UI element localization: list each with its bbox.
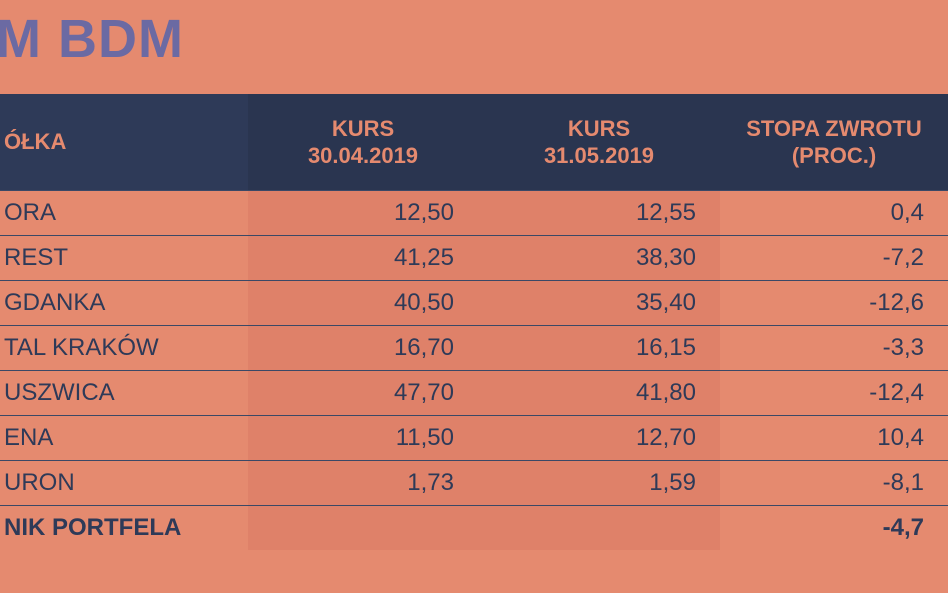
- table-row: USZWICA 47,70 41,80 -12,4: [0, 370, 948, 415]
- table-row: REST 41,25 38,30 -7,2: [0, 235, 948, 280]
- cell-price-end: 16,15: [478, 325, 720, 370]
- cell-company: REST: [0, 235, 248, 280]
- cell-return: -12,4: [720, 370, 948, 415]
- cell-price-start: 40,50: [248, 280, 478, 325]
- cell-price-start: 41,25: [248, 235, 478, 280]
- cell-price-start: 12,50: [248, 190, 478, 235]
- cell-price-end: 35,40: [478, 280, 720, 325]
- cell-return: -3,3: [720, 325, 948, 370]
- table-row: ENA 11,50 12,70 10,4: [0, 415, 948, 460]
- cell-return: -7,2: [720, 235, 948, 280]
- col-header-price-start: KURS 30.04.2019: [248, 94, 478, 190]
- col-header-price-end: KURS 31.05.2019: [478, 94, 720, 190]
- col-header-price-end-l2: 31.05.2019: [478, 142, 720, 170]
- cell-price-start: 16,70: [248, 325, 478, 370]
- cell-return: -4,7: [720, 505, 948, 550]
- cell-price-end: 41,80: [478, 370, 720, 415]
- table-row: TAL KRAKÓW 16,70 16,15 -3,3: [0, 325, 948, 370]
- cell-return: 10,4: [720, 415, 948, 460]
- col-header-return-l1: STOPA ZWROTU: [720, 115, 948, 143]
- col-header-company: ÓŁKA: [0, 94, 248, 190]
- col-header-price-start-l1: KURS: [248, 115, 478, 143]
- col-header-price-end-l1: KURS: [478, 115, 720, 143]
- table-row-summary: NIK PORTFELA -4,7: [0, 505, 948, 550]
- cell-company: ORA: [0, 190, 248, 235]
- portfolio-table: ÓŁKA KURS 30.04.2019 KURS 31.05.2019 STO…: [0, 94, 948, 550]
- cell-company: USZWICA: [0, 370, 248, 415]
- cell-company: ENA: [0, 415, 248, 460]
- cell-company: TAL KRAKÓW: [0, 325, 248, 370]
- cell-return: 0,4: [720, 190, 948, 235]
- table-header-row: ÓŁKA KURS 30.04.2019 KURS 31.05.2019 STO…: [0, 94, 948, 190]
- cell-return: -8,1: [720, 460, 948, 505]
- table-body: ORA 12,50 12,55 0,4 REST 41,25 38,30 -7,…: [0, 190, 948, 550]
- cell-price-start: 47,70: [248, 370, 478, 415]
- cell-price-start: 11,50: [248, 415, 478, 460]
- col-header-company-l1: ÓŁKA: [4, 128, 248, 156]
- cell-price-end: 12,55: [478, 190, 720, 235]
- table-row: URON 1,73 1,59 -8,1: [0, 460, 948, 505]
- col-header-return: STOPA ZWROTU (PROC.): [720, 94, 948, 190]
- cell-price-end: [478, 505, 720, 550]
- cell-price-start: [248, 505, 478, 550]
- cell-company: GDANKA: [0, 280, 248, 325]
- table-row: ORA 12,50 12,55 0,4: [0, 190, 948, 235]
- cell-price-end: 1,59: [478, 460, 720, 505]
- cell-company: NIK PORTFELA: [0, 505, 248, 550]
- cell-return: -12,6: [720, 280, 948, 325]
- col-header-return-l2: (PROC.): [720, 142, 948, 170]
- cell-price-end: 12,70: [478, 415, 720, 460]
- page: M BDM ÓŁKA KURS 30.04.2019 KURS 31.05.20…: [0, 0, 948, 593]
- table-row: GDANKA 40,50 35,40 -12,6: [0, 280, 948, 325]
- col-header-price-start-l2: 30.04.2019: [248, 142, 478, 170]
- cell-company: URON: [0, 460, 248, 505]
- cell-price-end: 38,30: [478, 235, 720, 280]
- page-title: M BDM: [0, 8, 948, 70]
- cell-price-start: 1,73: [248, 460, 478, 505]
